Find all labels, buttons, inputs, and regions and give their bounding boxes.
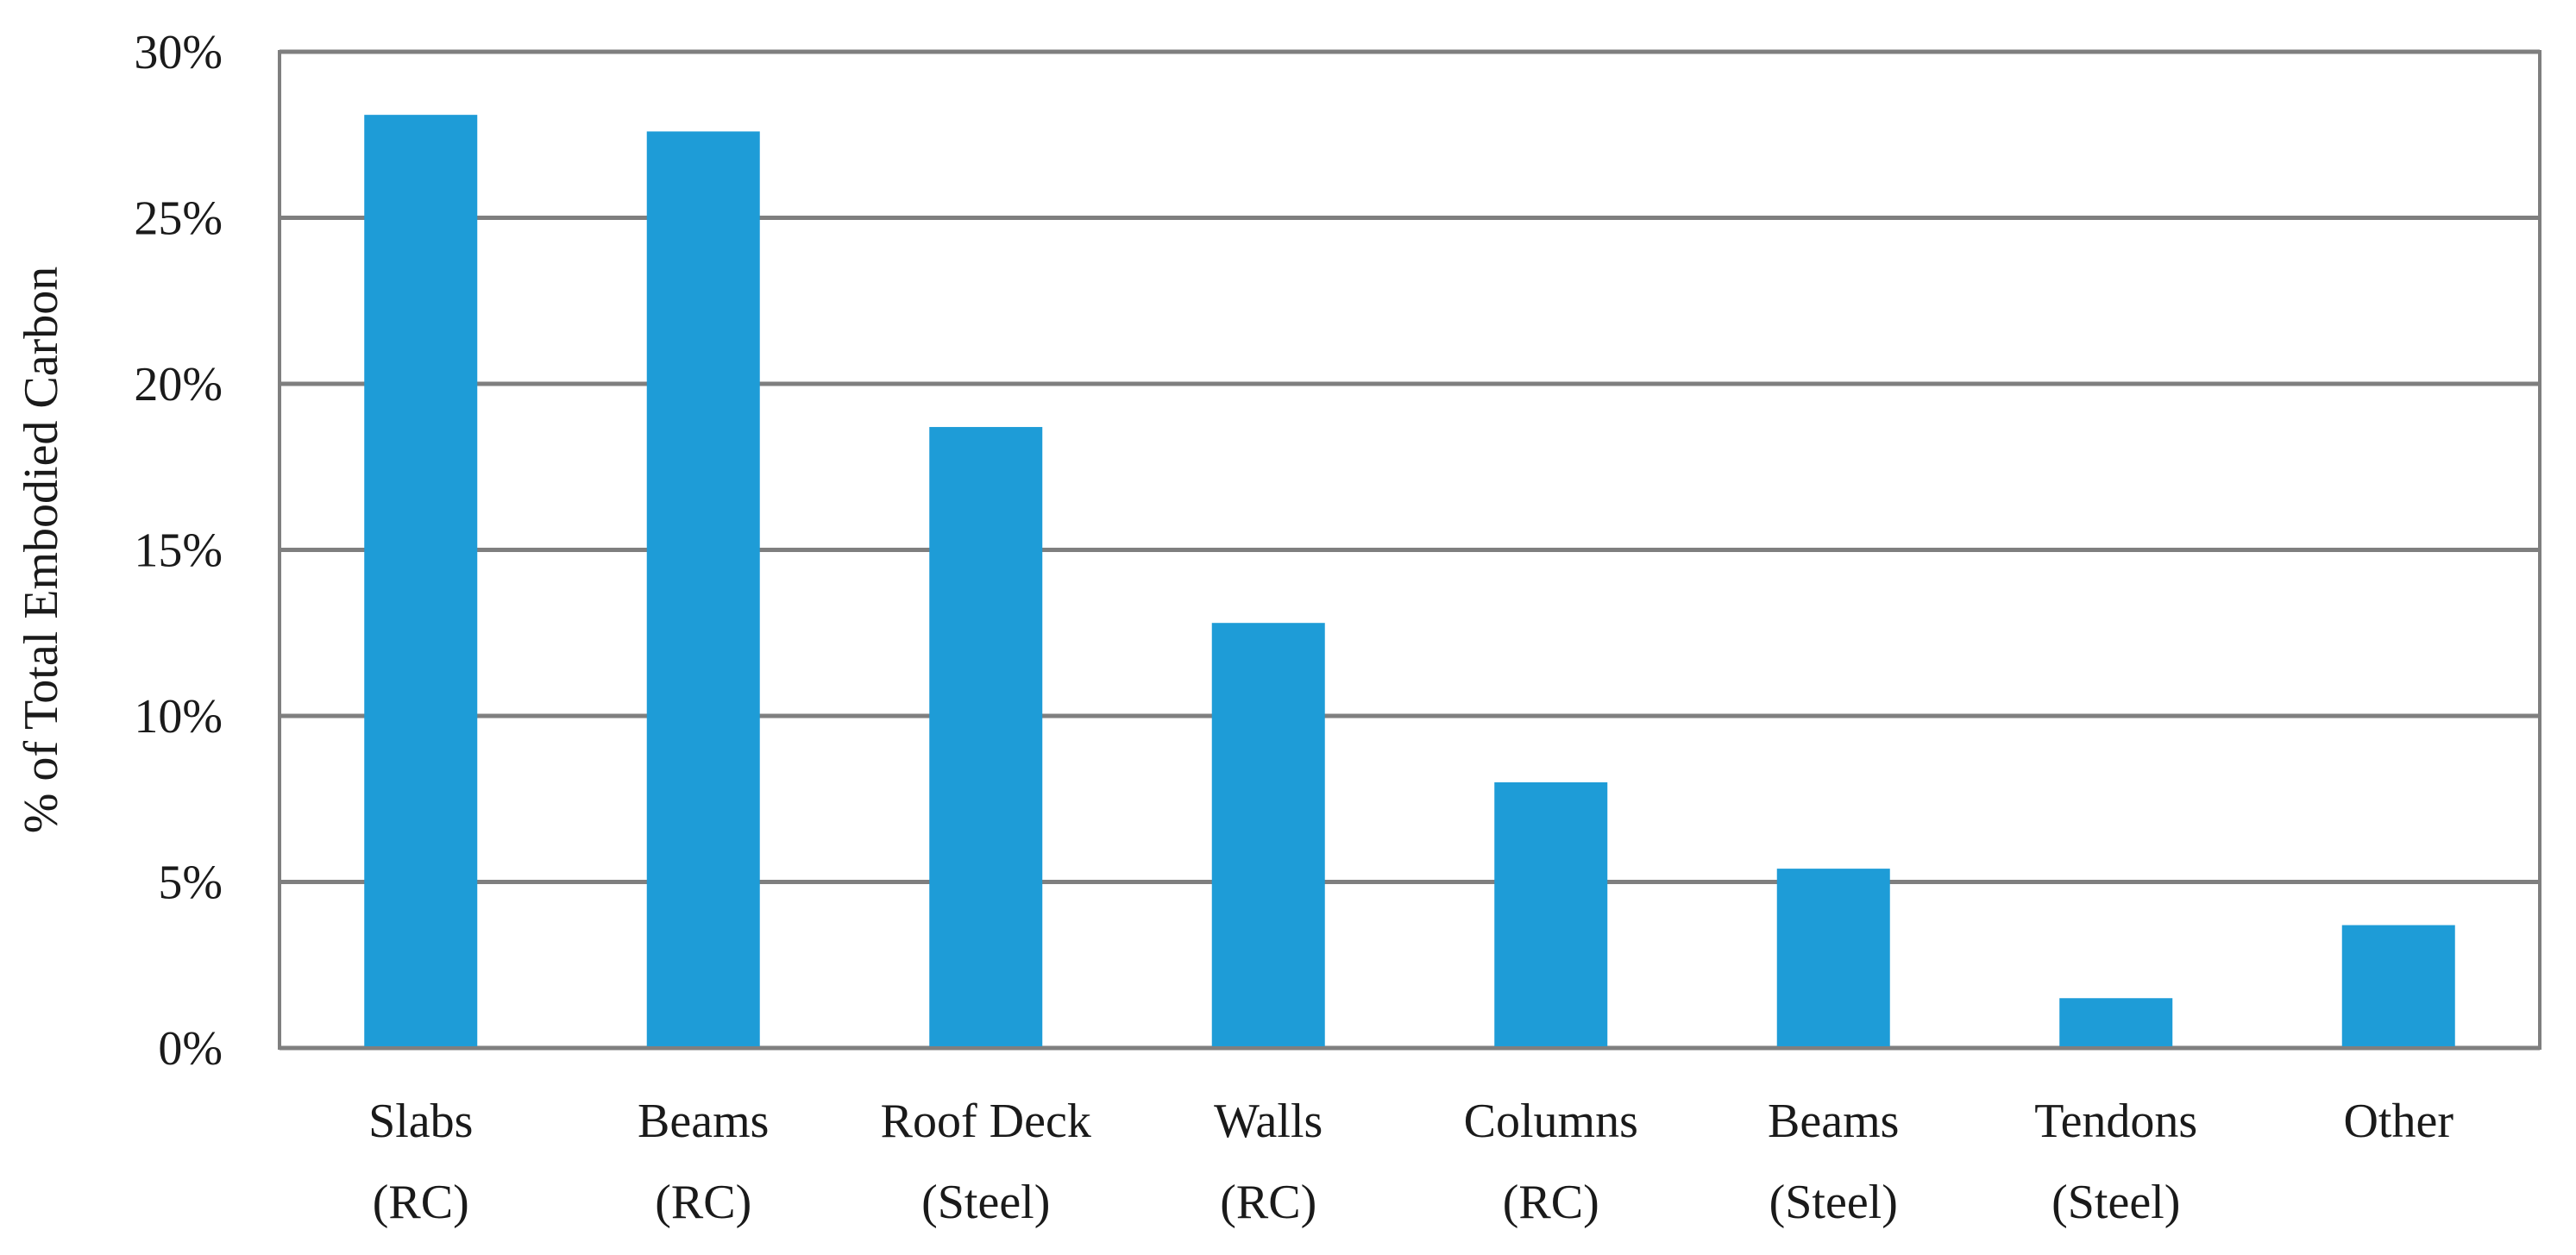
x-category-label: Tendons — [2034, 1095, 2197, 1148]
bar — [364, 115, 478, 1048]
bar — [929, 427, 1043, 1048]
bar — [1776, 869, 1890, 1048]
x-category-label: (RC) — [1220, 1176, 1316, 1229]
y-axis-title: % of Total Embodied Carbon — [15, 267, 68, 834]
bar — [1494, 782, 1608, 1048]
bar — [2341, 925, 2455, 1048]
gridlines — [280, 49, 2540, 1051]
bar — [2059, 998, 2173, 1048]
x-category-label: (RC) — [1503, 1176, 1599, 1229]
x-category-labels: Slabs (RC) Beams (RC) Roof Deck (Steel) Walls (… — [368, 1095, 2453, 1229]
y-tick-label: 30% — [134, 26, 223, 79]
x-category-label: Roof Deck — [881, 1095, 1091, 1148]
x-category-label: Beams — [1768, 1095, 1899, 1148]
x-category-label: Slabs — [368, 1095, 473, 1148]
x-category-label: Beams — [638, 1095, 769, 1148]
y-tick-label: 15% — [134, 524, 223, 578]
x-category-label: Other — [2343, 1095, 2453, 1148]
bars — [364, 115, 2455, 1048]
plot-area-frame — [278, 50, 2541, 1050]
bar — [1211, 623, 1325, 1048]
x-category-label: (RC) — [655, 1176, 751, 1229]
x-category-label: (Steel) — [1769, 1176, 1898, 1229]
y-tick-labels: 0% 5% 10% 15% 20% 25% 30% — [134, 26, 223, 1076]
y-tick-label: 20% — [134, 358, 223, 411]
y-tick-label: 5% — [158, 857, 223, 910]
x-category-label: (RC) — [373, 1176, 469, 1229]
y-tick-label: 25% — [134, 192, 223, 246]
x-category-label: Columns — [1464, 1095, 1638, 1148]
x-category-label: (Steel) — [921, 1176, 1050, 1229]
x-category-label: (Steel) — [2051, 1176, 2180, 1229]
x-category-label: Walls — [1214, 1095, 1323, 1148]
y-tick-label: 0% — [158, 1022, 223, 1076]
bar — [646, 131, 760, 1048]
y-tick-label: 10% — [134, 690, 223, 744]
